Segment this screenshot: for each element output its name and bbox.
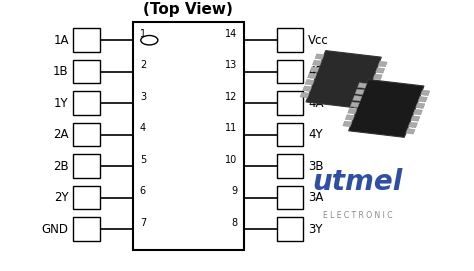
- Bar: [308, 73, 317, 79]
- Text: 6: 6: [140, 186, 146, 196]
- Text: 1Y: 1Y: [54, 97, 69, 110]
- Text: E L E C T R O N I C: E L E C T R O N I C: [323, 211, 392, 220]
- Bar: [357, 83, 367, 88]
- Bar: [73, 217, 100, 241]
- Bar: [315, 54, 324, 59]
- Text: 3Y: 3Y: [308, 222, 323, 235]
- Bar: [277, 123, 303, 146]
- Bar: [73, 28, 100, 52]
- Bar: [277, 91, 303, 115]
- Bar: [350, 102, 359, 107]
- Bar: [348, 108, 357, 114]
- Bar: [368, 87, 377, 92]
- Text: 2B: 2B: [53, 160, 69, 173]
- Bar: [365, 93, 375, 99]
- Bar: [363, 100, 373, 105]
- Text: 7: 7: [140, 218, 146, 228]
- Bar: [343, 121, 352, 127]
- Bar: [277, 60, 303, 83]
- Bar: [375, 68, 385, 73]
- Bar: [378, 61, 387, 67]
- Bar: [408, 122, 418, 128]
- Text: 2A: 2A: [53, 128, 69, 141]
- Bar: [310, 67, 319, 72]
- Bar: [300, 92, 310, 98]
- Text: 10: 10: [225, 155, 237, 165]
- Text: 8: 8: [231, 218, 237, 228]
- Bar: [305, 79, 314, 85]
- Bar: [416, 103, 425, 108]
- Bar: [349, 79, 424, 137]
- Text: 2Y: 2Y: [54, 191, 69, 204]
- Text: 9: 9: [231, 186, 237, 196]
- Bar: [312, 60, 322, 66]
- Text: 14: 14: [225, 29, 237, 39]
- Text: 5: 5: [140, 155, 146, 165]
- Bar: [306, 51, 381, 108]
- Text: 4: 4: [140, 123, 146, 133]
- Bar: [355, 89, 365, 95]
- Bar: [406, 129, 415, 134]
- Text: GND: GND: [42, 222, 69, 235]
- Bar: [133, 22, 244, 250]
- Bar: [73, 154, 100, 178]
- Text: 13: 13: [225, 60, 237, 70]
- Text: 2: 2: [140, 60, 146, 70]
- Text: 4A: 4A: [308, 97, 324, 110]
- Bar: [73, 123, 100, 146]
- Text: 3B: 3B: [308, 160, 324, 173]
- Text: 4B: 4B: [308, 65, 324, 78]
- Bar: [73, 60, 100, 83]
- Bar: [277, 217, 303, 241]
- Bar: [420, 90, 430, 96]
- Bar: [411, 116, 420, 121]
- Bar: [73, 186, 100, 209]
- Text: Vcc: Vcc: [308, 34, 329, 47]
- Bar: [302, 86, 312, 91]
- Text: (Top View): (Top View): [144, 2, 233, 17]
- Text: 3A: 3A: [308, 191, 323, 204]
- Text: 11: 11: [225, 123, 237, 133]
- Text: 1: 1: [140, 29, 146, 39]
- Bar: [73, 91, 100, 115]
- Bar: [373, 74, 382, 80]
- Bar: [277, 186, 303, 209]
- Text: 4Y: 4Y: [308, 128, 323, 141]
- Text: 3: 3: [140, 92, 146, 102]
- Text: 1A: 1A: [53, 34, 69, 47]
- Text: 1B: 1B: [53, 65, 69, 78]
- Text: 12: 12: [225, 92, 237, 102]
- Bar: [353, 96, 362, 101]
- Text: utmel: utmel: [313, 168, 403, 196]
- Bar: [277, 28, 303, 52]
- Bar: [277, 154, 303, 178]
- Bar: [413, 109, 422, 115]
- Bar: [371, 80, 380, 86]
- Bar: [418, 96, 428, 102]
- Bar: [345, 115, 355, 120]
